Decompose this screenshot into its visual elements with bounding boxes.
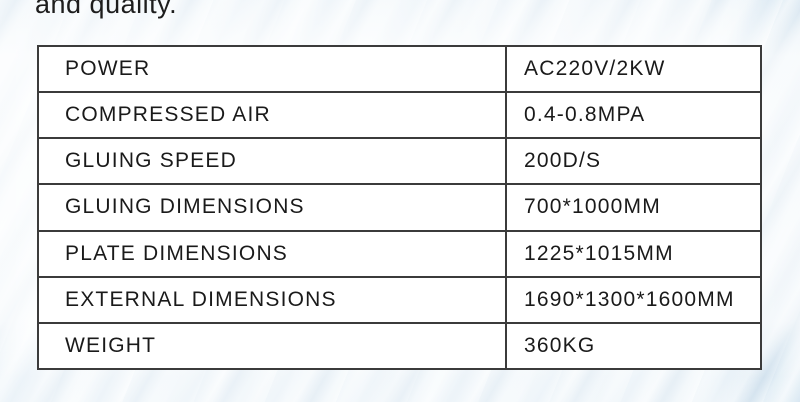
spec-value-cell: 1690*1300*1600MM (505, 275, 762, 324)
table-row: GLUING SPEED 200D/S (37, 137, 762, 186)
page-heading-partial: and quality. (35, 0, 178, 19)
spec-label-cell: PLATE DIMENSIONS (37, 229, 507, 278)
spec-value-cell: 360KG (505, 321, 762, 371)
table-row: WEIGHT 360KG (37, 321, 762, 371)
spec-value-cell: AC220V/2KW (505, 44, 762, 94)
spec-label-cell: EXTERNAL DIMENSIONS (37, 275, 507, 324)
table-row: GLUING DIMENSIONS 700*1000MM (37, 183, 762, 232)
table-row: POWER AC220V/2KW (37, 44, 762, 94)
spec-label-cell: GLUING SPEED (37, 137, 507, 186)
spec-label-cell: GLUING DIMENSIONS (37, 183, 507, 232)
spec-table: POWER AC220V/2KW COMPRESSED AIR 0.4-0.8M… (37, 44, 762, 371)
table-row: COMPRESSED AIR 0.4-0.8MPA (37, 91, 762, 140)
table-row: EXTERNAL DIMENSIONS 1690*1300*1600MM (37, 275, 762, 324)
spec-label-cell: COMPRESSED AIR (37, 91, 507, 140)
spec-value-cell: 700*1000MM (505, 183, 762, 232)
spec-value-cell: 200D/S (505, 137, 762, 186)
spec-label-cell: WEIGHT (37, 321, 507, 371)
spec-value-cell: 0.4-0.8MPA (505, 91, 762, 140)
spec-value-cell: 1225*1015MM (505, 229, 762, 278)
table-row: PLATE DIMENSIONS 1225*1015MM (37, 229, 762, 278)
spec-label-cell: POWER (37, 44, 507, 94)
